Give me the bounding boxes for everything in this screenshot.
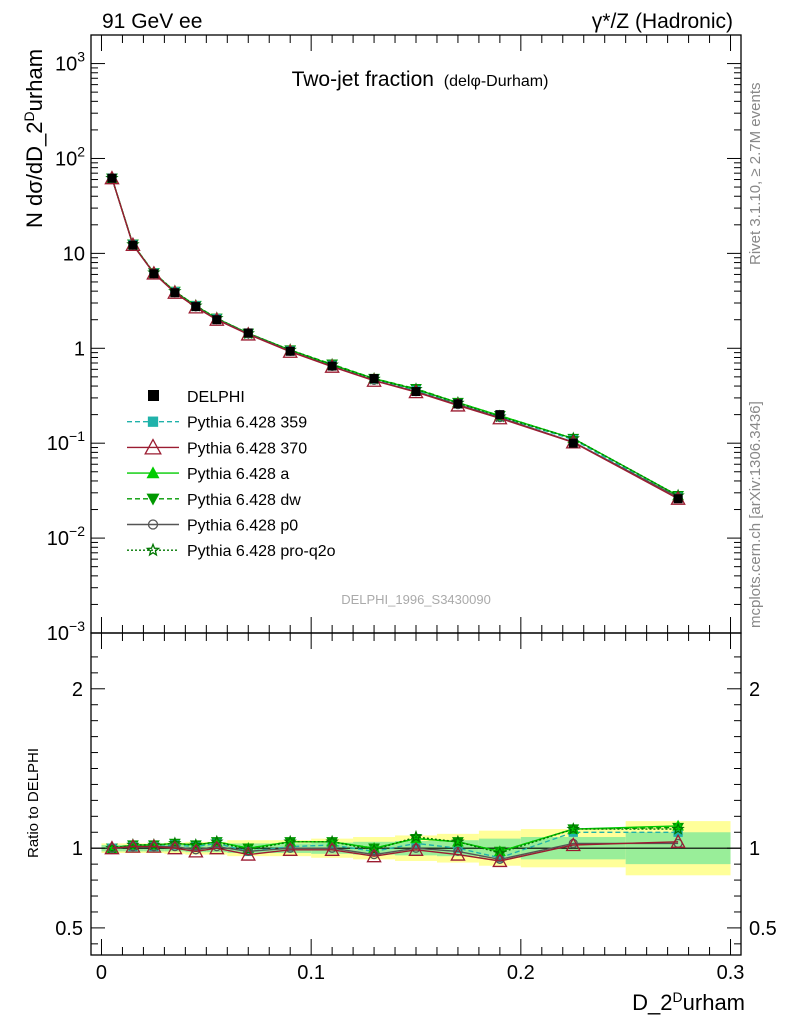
legend: DELPHI Pythia 6.428 359 Pythia 6.428 370 Py… bbox=[127, 389, 336, 560]
ratio-point bbox=[209, 840, 225, 855]
rivet-label: Rivet 3.1.10, ≥ 2.7M events bbox=[747, 83, 764, 266]
ratio-point bbox=[240, 846, 256, 861]
y-axis-label-ratio: Ratio to DELPHI bbox=[25, 748, 42, 858]
ratio-point bbox=[450, 846, 466, 861]
header-left: 91 GeV ee bbox=[102, 10, 202, 33]
y-tick-label: 103 bbox=[55, 49, 85, 76]
legend-label: Pythia 6.428 370 bbox=[187, 440, 307, 457]
legend-marker bbox=[145, 542, 161, 557]
legend-marker-delphi bbox=[148, 390, 159, 401]
ratio-point bbox=[451, 834, 465, 848]
ratio-point bbox=[125, 838, 141, 853]
y-tick-label: 10−2 bbox=[47, 523, 85, 550]
legend-label-delphi: DELPHI bbox=[187, 389, 245, 406]
ratio-point bbox=[210, 834, 224, 848]
header-right: γ*/Z (Hadronic) bbox=[592, 10, 733, 33]
data-point bbox=[128, 240, 138, 250]
ratio-panel-frame bbox=[90, 632, 742, 956]
series-line-top bbox=[111, 177, 679, 497]
ratio-point bbox=[408, 841, 424, 856]
legend-label: Pythia 6.428 dw bbox=[187, 492, 301, 509]
y-tick-label: 10−3 bbox=[47, 618, 85, 645]
ratio-point bbox=[409, 829, 423, 843]
ratio-point bbox=[671, 822, 685, 835]
ratio-point bbox=[282, 841, 298, 856]
y-tick-label: 10 bbox=[63, 243, 85, 265]
data-point bbox=[411, 387, 421, 397]
data-point bbox=[285, 346, 295, 356]
ratio-y-tick-label-left: 0.5 bbox=[55, 918, 83, 940]
y-tick-label: 102 bbox=[55, 143, 85, 170]
y-tick-label: 10−1 bbox=[47, 428, 85, 455]
x-axis-label: D_2Durham bbox=[632, 989, 745, 1015]
legend-label: Pythia 6.428 359 bbox=[187, 415, 307, 432]
ratio-y-tick-label-left: 2 bbox=[72, 679, 83, 701]
ratio-y-tick-label-right: 2 bbox=[749, 679, 760, 701]
x-tick-label: 0.2 bbox=[507, 962, 535, 984]
ratio-point bbox=[566, 822, 580, 835]
series-lines bbox=[104, 170, 686, 868]
ratio-point bbox=[168, 836, 182, 850]
data-point bbox=[149, 269, 159, 279]
data-point bbox=[327, 361, 337, 371]
data-point bbox=[212, 315, 222, 325]
ratio-point bbox=[492, 852, 508, 868]
legend-marker bbox=[147, 519, 159, 530]
ratio-point bbox=[104, 840, 120, 855]
legend-label: Pythia 6.428 pro-q2o bbox=[187, 543, 336, 560]
y-tick-label: 1 bbox=[74, 338, 85, 360]
chart-title: Two-jet fraction (delφ-Durham) bbox=[292, 68, 549, 91]
x-tick-label: 0 bbox=[96, 962, 107, 984]
legend-marker bbox=[146, 466, 160, 479]
chart-title-suffix: (delφ-Durham) bbox=[444, 73, 549, 90]
series-line-ratio bbox=[111, 841, 679, 862]
legend-label: Pythia 6.428 p0 bbox=[187, 518, 298, 535]
ratio-point bbox=[366, 848, 382, 863]
mcplots-label: mcplots.cern.ch [arXiv:1306.3436] bbox=[747, 401, 764, 628]
ratio-y-tick-label-right: 0.5 bbox=[749, 918, 777, 940]
ratio-point bbox=[188, 843, 204, 858]
ratio-y-tick-label-left: 1 bbox=[72, 838, 83, 860]
ratio-point bbox=[324, 841, 340, 856]
chart-title-main: Two-jet fraction bbox=[292, 68, 434, 91]
ratio-point bbox=[189, 837, 203, 851]
data-point bbox=[568, 438, 578, 448]
watermark: DELPHI_1996_S3430090 bbox=[341, 592, 491, 607]
data-point bbox=[243, 328, 253, 338]
data-point bbox=[495, 410, 505, 420]
legend-marker bbox=[146, 493, 160, 506]
data-point bbox=[170, 288, 180, 298]
legend-label: Pythia 6.428 a bbox=[187, 466, 289, 483]
ratio-y-tick-label-right: 1 bbox=[749, 838, 760, 860]
data-point bbox=[369, 374, 379, 384]
data-point bbox=[673, 494, 683, 504]
data-point bbox=[191, 302, 201, 312]
ratio-point bbox=[367, 842, 381, 856]
data-point bbox=[107, 173, 117, 183]
data-point bbox=[453, 399, 463, 409]
y-axis-label-top: N dσ/dD_2Durham bbox=[21, 49, 47, 228]
x-tick-label: 0.1 bbox=[297, 962, 325, 984]
ratio-point bbox=[146, 838, 162, 853]
ratio-point bbox=[565, 837, 581, 852]
x-tick-label: 0.3 bbox=[717, 962, 745, 984]
series-line-ratio bbox=[111, 828, 679, 854]
ratio-point bbox=[670, 833, 686, 848]
legend-marker bbox=[147, 416, 159, 427]
ratio-point bbox=[167, 840, 183, 855]
legend-marker bbox=[144, 438, 162, 455]
